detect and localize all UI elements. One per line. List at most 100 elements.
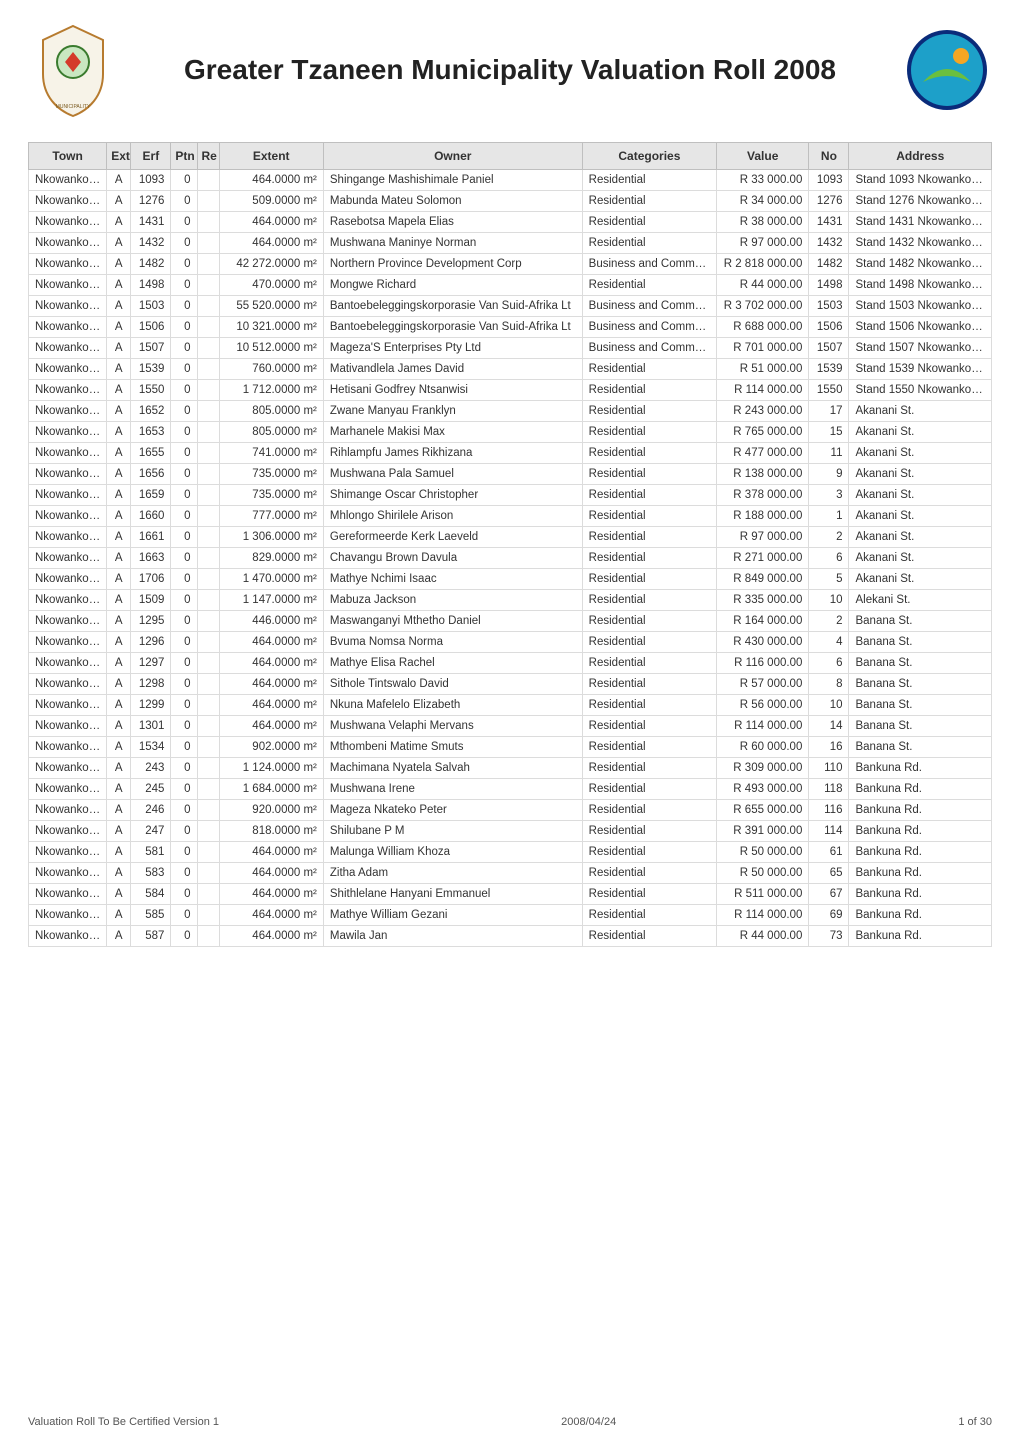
table-cell: R 391 000.00: [717, 821, 809, 842]
table-cell: Residential: [582, 191, 716, 212]
table-cell: Mushwana Irene: [323, 779, 582, 800]
table-cell: Akanani St.: [849, 527, 992, 548]
table-cell: 0: [171, 191, 197, 212]
table-row: NkowankowaA150901 147.0000 m²Mabuza Jack…: [29, 590, 992, 611]
table-cell: Banana St.: [849, 674, 992, 695]
table-cell: Residential: [582, 716, 716, 737]
table-cell: Banana St.: [849, 737, 992, 758]
table-cell: Nkowankowa: [29, 611, 107, 632]
table-cell: [197, 611, 219, 632]
table-cell: [197, 821, 219, 842]
table-cell: 1660: [131, 506, 171, 527]
table-cell: 1: [809, 506, 849, 527]
table-row: NkowankowaA13010464.0000 m²Mushwana Vela…: [29, 716, 992, 737]
table-cell: Stand 1431 Nkowankowa A: [849, 212, 992, 233]
table-cell: Nkowankowa: [29, 737, 107, 758]
table-cell: [197, 170, 219, 191]
table-cell: Nkowankowa: [29, 590, 107, 611]
table-cell: Nkowankowa: [29, 317, 107, 338]
table-cell: Akanani St.: [849, 401, 992, 422]
table-cell: R 114 000.00: [717, 380, 809, 401]
table-row: NkowankowaA24501 684.0000 m²Mushwana Ire…: [29, 779, 992, 800]
table-row: NkowankowaA1506010 321.0000 m²Bantoebele…: [29, 317, 992, 338]
table-cell: Nkowankowa: [29, 380, 107, 401]
table-cell: 0: [171, 401, 197, 422]
table-cell: [197, 212, 219, 233]
table-cell: [197, 506, 219, 527]
table-cell: 1 147.0000 m²: [219, 590, 323, 611]
table-cell: R 511 000.00: [717, 884, 809, 905]
table-cell: [197, 359, 219, 380]
table-cell: R 849 000.00: [717, 569, 809, 590]
page: MUNICIPALITY Greater Tzaneen Municipalit…: [0, 0, 1020, 1442]
table-cell: [197, 800, 219, 821]
table-cell: 1299: [131, 695, 171, 716]
table-cell: A: [107, 611, 131, 632]
col-header: Address: [849, 143, 992, 170]
table-cell: Nkowankowa: [29, 758, 107, 779]
table-row: NkowankowaA155001 712.0000 m²Hetisani Go…: [29, 380, 992, 401]
table-cell: Marhanele Makisi Max: [323, 422, 582, 443]
table-cell: 1432: [131, 233, 171, 254]
table-cell: 464.0000 m²: [219, 233, 323, 254]
table-cell: 0: [171, 926, 197, 947]
table-cell: Mathye Elisa Rachel: [323, 653, 582, 674]
table-cell: 1706: [131, 569, 171, 590]
table-cell: Residential: [582, 737, 716, 758]
page-header: MUNICIPALITY Greater Tzaneen Municipalit…: [28, 20, 992, 120]
table-row: NkowankowaA1482042 272.0000 m²Northern P…: [29, 254, 992, 275]
table-cell: 10 321.0000 m²: [219, 317, 323, 338]
table-cell: 246: [131, 800, 171, 821]
table-cell: A: [107, 863, 131, 884]
table-cell: 110: [809, 758, 849, 779]
table-cell: A: [107, 590, 131, 611]
table-cell: Nkowankowa: [29, 191, 107, 212]
table-cell: 735.0000 m²: [219, 464, 323, 485]
table-cell: 1506: [809, 317, 849, 338]
table-cell: [197, 380, 219, 401]
table-cell: A: [107, 548, 131, 569]
col-header: Erf: [131, 143, 171, 170]
table-cell: 15: [809, 422, 849, 443]
table-cell: 1093: [131, 170, 171, 191]
table-cell: 2: [809, 611, 849, 632]
table-cell: 464.0000 m²: [219, 905, 323, 926]
table-row: NkowankowaA5810464.0000 m²Malunga Willia…: [29, 842, 992, 863]
table-cell: 464.0000 m²: [219, 632, 323, 653]
table-cell: R 56 000.00: [717, 695, 809, 716]
table-cell: Mushwana Maninye Norman: [323, 233, 582, 254]
table-cell: Residential: [582, 695, 716, 716]
table-cell: 5: [809, 569, 849, 590]
page-title: Greater Tzaneen Municipality Valuation R…: [118, 54, 902, 86]
table-cell: Stand 1550 Nkowankowa A: [849, 380, 992, 401]
table-cell: 1652: [131, 401, 171, 422]
table-row: NkowankowaA170601 470.0000 m²Mathye Nchi…: [29, 569, 992, 590]
table-cell: [197, 464, 219, 485]
table-cell: 0: [171, 464, 197, 485]
table-cell: Akanani St.: [849, 443, 992, 464]
table-cell: 1507: [131, 338, 171, 359]
table-cell: Nkowankowa: [29, 296, 107, 317]
table-cell: 0: [171, 548, 197, 569]
table-cell: Residential: [582, 758, 716, 779]
table-cell: R 44 000.00: [717, 275, 809, 296]
table-cell: A: [107, 191, 131, 212]
table-cell: Stand 1093 Nkowankowa A: [849, 170, 992, 191]
table-cell: Residential: [582, 800, 716, 821]
table-cell: Mativandlela James David: [323, 359, 582, 380]
table-head: Town Ext Erf Ptn Re Extent Owner Categor…: [29, 143, 992, 170]
table-cell: A: [107, 779, 131, 800]
table-cell: 464.0000 m²: [219, 653, 323, 674]
table-cell: Akanani St.: [849, 485, 992, 506]
table-cell: Nkuna Mafelelo Elizabeth: [323, 695, 582, 716]
table-cell: 1498: [131, 275, 171, 296]
table-cell: A: [107, 338, 131, 359]
table-cell: Residential: [582, 359, 716, 380]
svg-text:MUNICIPALITY: MUNICIPALITY: [56, 104, 91, 110]
table-cell: Banana St.: [849, 611, 992, 632]
col-header: Extent: [219, 143, 323, 170]
table-cell: Bantoebeleggingskorporasie Van Suid-Afri…: [323, 317, 582, 338]
table-cell: 0: [171, 254, 197, 275]
table-cell: Banana St.: [849, 632, 992, 653]
table-cell: 69: [809, 905, 849, 926]
